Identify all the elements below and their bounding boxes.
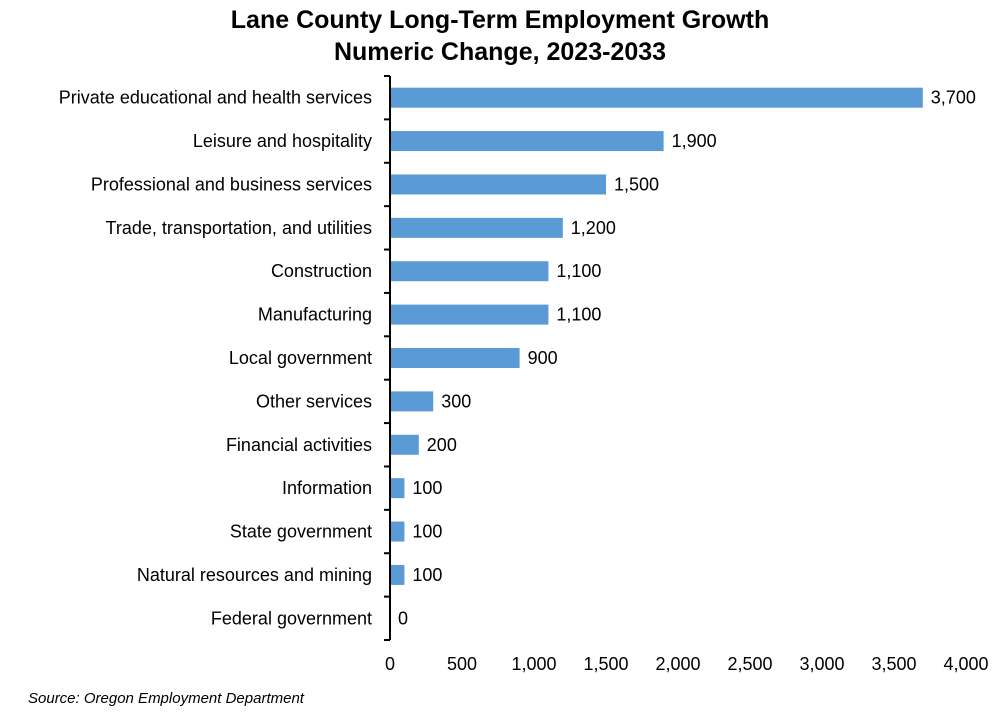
data-label: 300 bbox=[441, 391, 471, 411]
bar bbox=[390, 261, 549, 282]
bar bbox=[390, 174, 606, 195]
category-label: Financial activities bbox=[226, 435, 372, 455]
chart-title: Lane County Long-Term Employment Growth bbox=[230, 6, 770, 34]
category-label: Natural resources and mining bbox=[137, 565, 372, 585]
bar bbox=[390, 478, 405, 499]
bar bbox=[390, 521, 405, 542]
category-label: Trade, transportation, and utilities bbox=[106, 218, 372, 238]
data-label: 100 bbox=[412, 522, 442, 542]
bar bbox=[390, 131, 664, 152]
x-tick-label: 3,000 bbox=[799, 654, 844, 674]
data-label: 3,700 bbox=[931, 88, 976, 108]
x-tick-label: 2,000 bbox=[655, 654, 700, 674]
x-tick-label: 3,500 bbox=[871, 654, 916, 674]
data-label: 1,200 bbox=[571, 218, 616, 238]
category-label: Information bbox=[282, 478, 372, 498]
data-label: 100 bbox=[412, 478, 442, 498]
data-label: 200 bbox=[427, 435, 457, 455]
bar bbox=[390, 348, 520, 368]
chart-subtitle: Numeric Change, 2023-2033 bbox=[333, 38, 667, 66]
category-label: Federal government bbox=[211, 608, 372, 628]
data-label: 100 bbox=[412, 565, 442, 585]
bar bbox=[390, 434, 419, 455]
category-label: Local government bbox=[229, 348, 372, 368]
category-label: Leisure and hospitality bbox=[193, 131, 372, 151]
bar bbox=[390, 217, 563, 238]
bar bbox=[390, 564, 405, 585]
data-label: 0 bbox=[398, 608, 408, 628]
x-tick-label: 1,500 bbox=[583, 654, 628, 674]
bar bbox=[390, 87, 923, 108]
data-label: 1,100 bbox=[556, 261, 601, 281]
x-tick-label: 1,000 bbox=[511, 654, 556, 674]
x-tick-label: 4,000 bbox=[943, 654, 988, 674]
data-label: 1,100 bbox=[556, 305, 601, 325]
data-label: 1,500 bbox=[614, 174, 659, 194]
x-tick-label: 0 bbox=[385, 654, 395, 674]
bar bbox=[390, 304, 549, 325]
category-label: Construction bbox=[271, 261, 372, 281]
bar bbox=[390, 391, 434, 412]
source-note: Source: Oregon Employment Department bbox=[28, 690, 304, 707]
x-tick-label: 2,500 bbox=[727, 654, 772, 674]
category-label: Professional and business services bbox=[91, 174, 372, 194]
category-label: Manufacturing bbox=[258, 305, 372, 325]
category-label: State government bbox=[230, 522, 372, 542]
category-label: Other services bbox=[256, 391, 372, 411]
category-label: Private educational and health services bbox=[59, 88, 372, 108]
x-tick-label: 500 bbox=[447, 654, 477, 674]
data-label: 900 bbox=[528, 348, 558, 368]
data-label: 1,900 bbox=[672, 131, 717, 151]
